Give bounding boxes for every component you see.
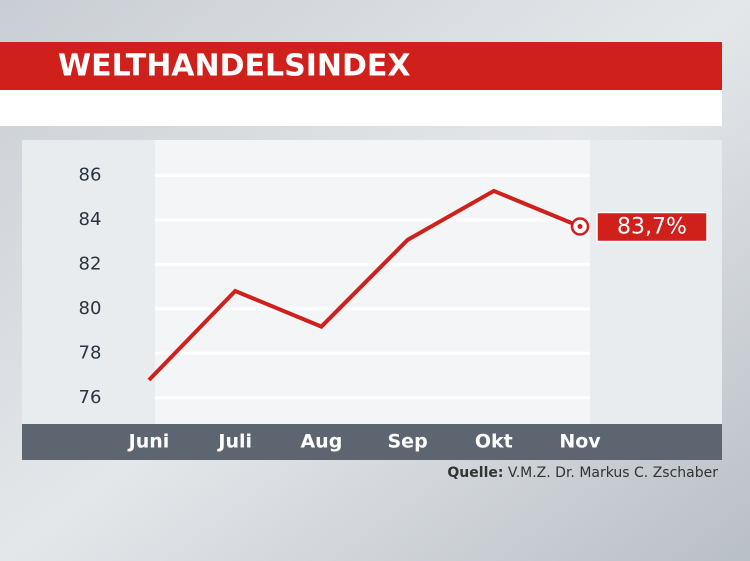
chart-title: WELTHANDELSINDEX <box>58 49 411 84</box>
y-tick-label: 78 <box>79 342 102 363</box>
x-tick-label: Juli <box>216 431 252 453</box>
value-label: 83,7% <box>617 215 687 240</box>
x-tick-label: Aug <box>300 431 342 453</box>
x-tick-label: Nov <box>559 431 601 453</box>
source: Quelle: V.M.Z. Dr. Markus C. Zschaber <box>447 465 718 481</box>
x-axis-band <box>22 424 722 460</box>
y-tick-label: 80 <box>79 298 102 319</box>
plot-area <box>155 140 590 424</box>
source-text: V.M.Z. Dr. Markus C. Zschaber <box>508 465 718 481</box>
source-label: Quelle: <box>447 465 503 481</box>
title-bar <box>0 42 722 90</box>
x-tick-label: Sep <box>388 431 428 453</box>
y-tick-label: 84 <box>79 209 102 230</box>
x-tick-label: Okt <box>475 431 513 453</box>
marker-dot <box>577 224 583 230</box>
y-tick-label: 76 <box>79 387 102 408</box>
subtitle-bar <box>0 90 722 126</box>
x-tick-label: Juni <box>127 431 170 453</box>
value-label-box <box>596 211 708 243</box>
line <box>147 188 581 382</box>
y-tick-label: 82 <box>79 253 102 274</box>
y-tick-label: 86 <box>79 164 102 185</box>
